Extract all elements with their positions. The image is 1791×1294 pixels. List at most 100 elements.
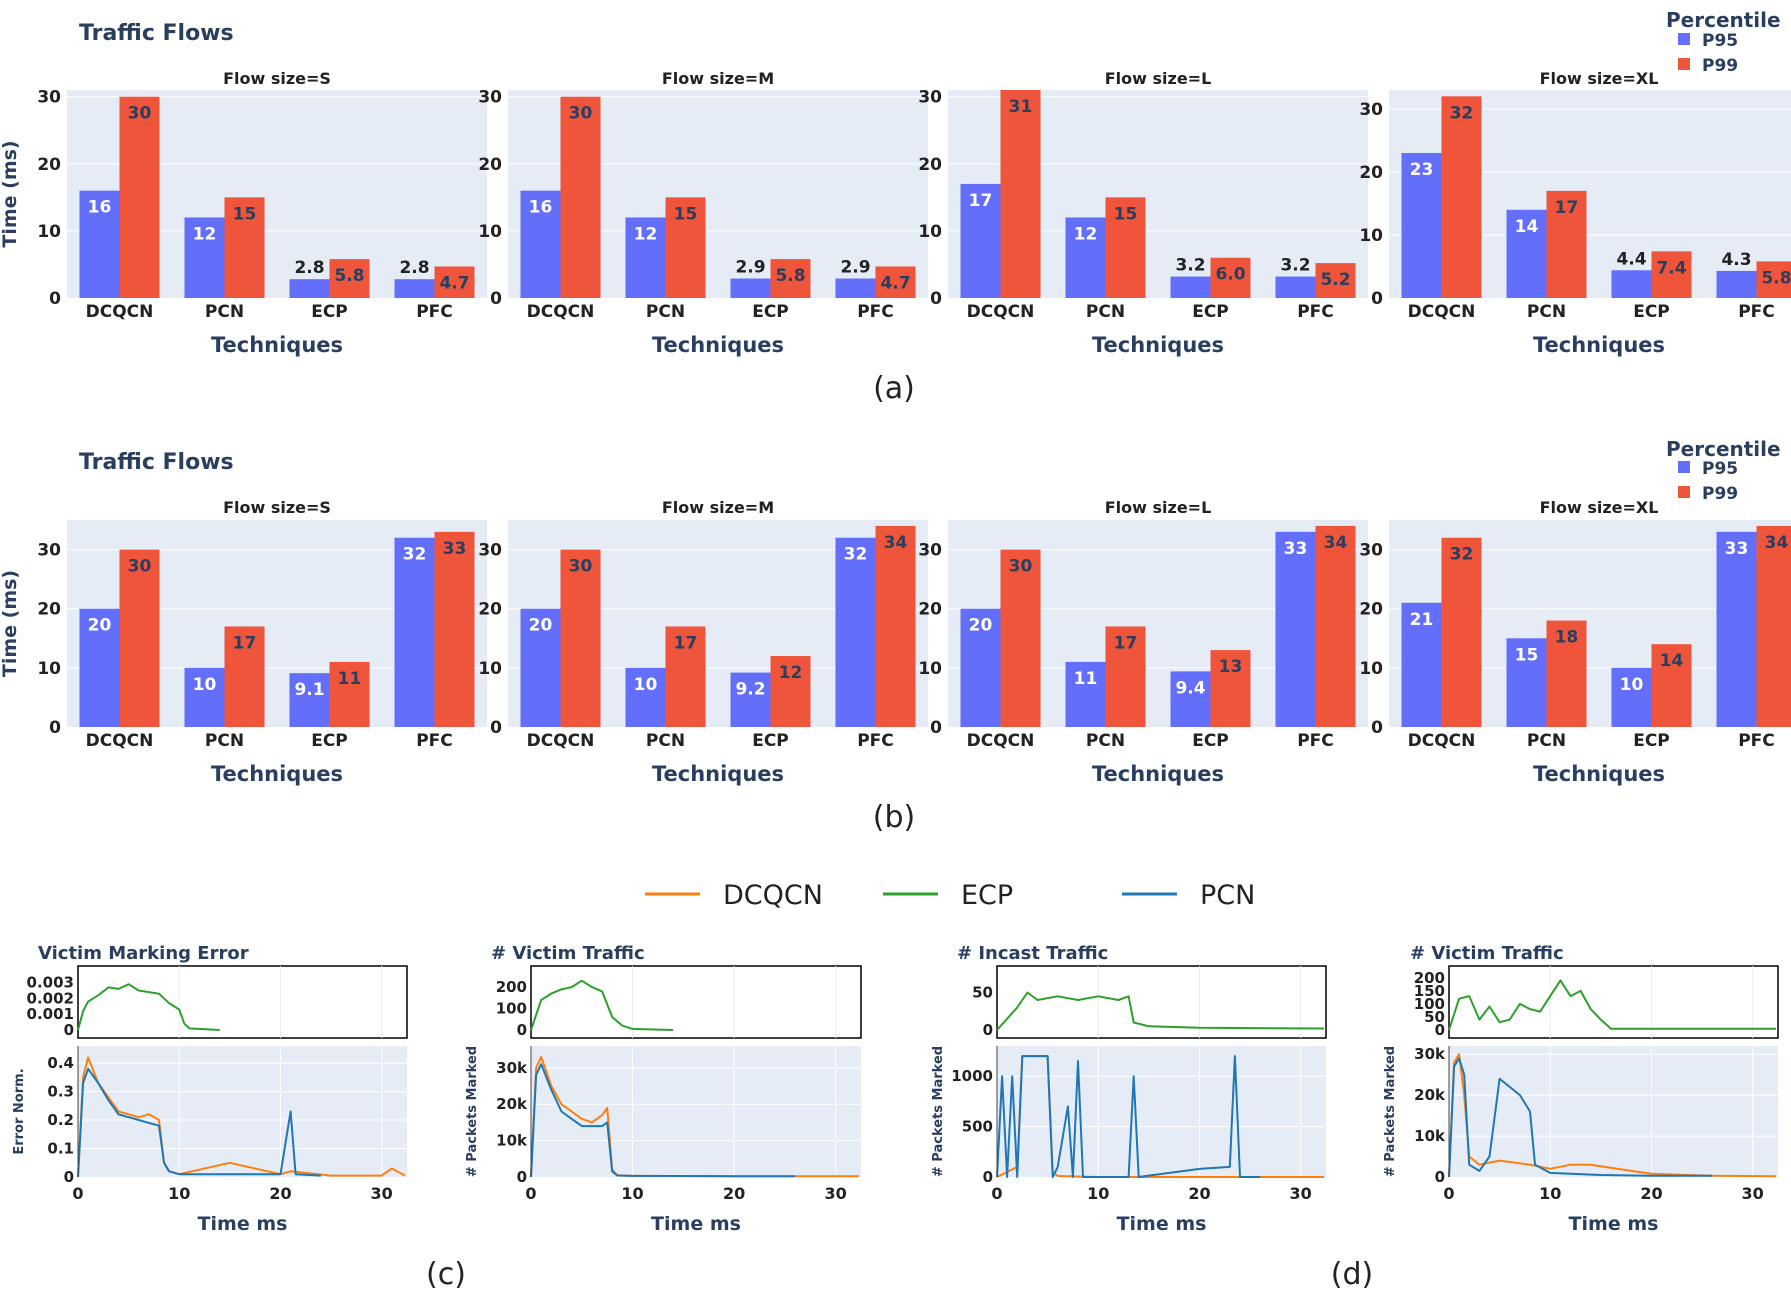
inset-y-tick-label: 0.001 <box>27 1005 74 1023</box>
bar-value-label: 2.8 <box>294 258 324 278</box>
bar-p95 <box>394 279 435 298</box>
x-tick-label: ECP <box>311 302 348 322</box>
bar-p95 <box>730 672 771 727</box>
inset-y-tick-label: 100 <box>496 1000 527 1018</box>
line-legend: DCQCN ECP PCN <box>645 880 1255 911</box>
y-tick-label: 0 <box>49 718 61 738</box>
x-tick-label: PFC <box>1297 731 1334 751</box>
bar-p99 <box>1000 90 1041 298</box>
y-tick-label: 10 <box>478 222 502 242</box>
bar-p99 <box>329 661 370 727</box>
x-tick-label: DCQCN <box>967 302 1035 322</box>
plot-area <box>531 1046 861 1177</box>
y-tick-label: 0.4 <box>47 1054 74 1072</box>
y-tick-label: 10 <box>918 659 942 679</box>
y-tick-label: 30 <box>37 541 61 561</box>
legend-swatch-p95 <box>1678 33 1690 45</box>
bar-p99 <box>1441 96 1482 298</box>
x-axis-label: Techniques <box>1092 333 1224 357</box>
x-tick-label: PFC <box>1297 302 1334 322</box>
bar-value-label: 16 <box>88 198 112 218</box>
bar-value-label: 34 <box>884 533 908 553</box>
inset-y-tick-label: 150 <box>1414 982 1445 1000</box>
x-tick-label: PCN <box>646 302 685 322</box>
x-tick-label: PCN <box>1527 731 1566 751</box>
panel-title: Flow size=S <box>223 69 331 88</box>
bar-value-label: 34 <box>1324 533 1348 553</box>
series-line-ecp <box>1448 979 1776 1031</box>
bar-p99 <box>1756 525 1791 727</box>
series-line-ecp <box>530 979 674 1031</box>
bar-panel: 0 10 20 30 Flow size=M 20 30 DCQCN 10 17 PCN 9.2 12 E… <box>478 498 928 786</box>
x-tick-label: 10 <box>1087 1184 1109 1203</box>
bar-p95 <box>1611 270 1652 298</box>
panel-title: Flow size=L <box>1105 69 1212 88</box>
bar-p99 <box>1651 251 1692 298</box>
x-tick-label: 30 <box>1742 1184 1764 1203</box>
x-axis-label: Techniques <box>1533 333 1665 357</box>
bar-value-label: 2.8 <box>399 258 429 278</box>
x-tick-label: PFC <box>416 731 453 751</box>
line-panel-title: # Victim Traffic <box>1410 943 1564 964</box>
bar-value-label: 3.2 <box>1175 256 1205 276</box>
bar-p95 <box>1716 531 1757 727</box>
bar-value-label: 10 <box>193 675 217 695</box>
y-tick-label: 20 <box>1359 600 1383 620</box>
bar-p99 <box>434 531 475 727</box>
y-tick-label: 500 <box>962 1118 993 1136</box>
bar-p99 <box>560 549 601 727</box>
x-tick-label: PFC <box>1738 302 1775 322</box>
panel-title: Flow size=S <box>223 498 331 517</box>
x-tick-label: 20 <box>1188 1184 1210 1203</box>
inset-y-tick-label: 0 <box>983 1021 993 1039</box>
bar-value-label: 12 <box>193 224 217 244</box>
figure-caption: (a) <box>873 371 915 406</box>
legend-title: Percentile <box>1666 8 1781 32</box>
bar-p95 <box>1170 276 1211 298</box>
bar-p95 <box>1506 209 1547 298</box>
series-line-pcn <box>996 1055 1261 1178</box>
legend-swatch-p99 <box>1678 486 1690 498</box>
bar-value-label: 33 <box>1284 539 1308 559</box>
y-tick-label: 0.2 <box>47 1111 74 1129</box>
y-tick-label: 20 <box>37 155 61 175</box>
bar-value-label: 12 <box>779 663 803 683</box>
x-tick-label: DCQCN <box>86 302 154 322</box>
legend-label-ecp: ECP <box>961 880 1013 911</box>
bar-p95 <box>520 190 561 298</box>
y-tick-label: 0 <box>930 289 942 309</box>
bar-value-label: 7.4 <box>1656 258 1686 278</box>
bar-p99 <box>665 197 706 298</box>
y-axis-label: Time (ms) <box>0 570 21 677</box>
bar-value-label: 32 <box>1450 545 1474 565</box>
bar-value-label: 17 <box>1555 198 1579 218</box>
x-axis-label: Time ms <box>1569 1213 1659 1235</box>
bar-p95 <box>960 608 1001 727</box>
x-tick-label: ECP <box>752 302 789 322</box>
x-tick-label: PCN <box>1527 302 1566 322</box>
y-tick-label: 0 <box>1371 718 1383 738</box>
bar-panel: 0 10 20 30 Flow size=XL 23 32 DCQCN 14 17 PCN 4.4 7.… <box>1359 69 1791 357</box>
bar-value-label: 30 <box>569 557 593 577</box>
y-axis-label: Error Norm. <box>12 1068 27 1154</box>
bar-value-label: 17 <box>674 633 698 653</box>
x-tick-label: 20 <box>723 1184 745 1203</box>
bar-p99 <box>665 626 706 727</box>
line-panel-title: # Incast Traffic <box>957 943 1108 964</box>
bar-value-label: 17 <box>969 191 993 211</box>
x-axis-label: Time ms <box>651 1213 741 1235</box>
bar-p95 <box>835 537 876 727</box>
y-tick-label: 20 <box>37 600 61 620</box>
bar-p95 <box>1716 270 1757 298</box>
inset-y-tick-label: 0.002 <box>27 989 74 1007</box>
x-axis-label: Techniques <box>211 333 343 357</box>
x-tick-label: DCQCN <box>1408 302 1476 322</box>
series-line-pcn <box>1448 1057 1713 1178</box>
x-axis-label: Techniques <box>1533 762 1665 786</box>
bar-value-label: 3.2 <box>1280 256 1310 276</box>
x-axis-label: Time ms <box>1117 1213 1207 1235</box>
bar-p99 <box>1651 644 1692 727</box>
bar-value-label: 12 <box>634 224 658 244</box>
y-tick-label: 0 <box>517 1168 527 1186</box>
